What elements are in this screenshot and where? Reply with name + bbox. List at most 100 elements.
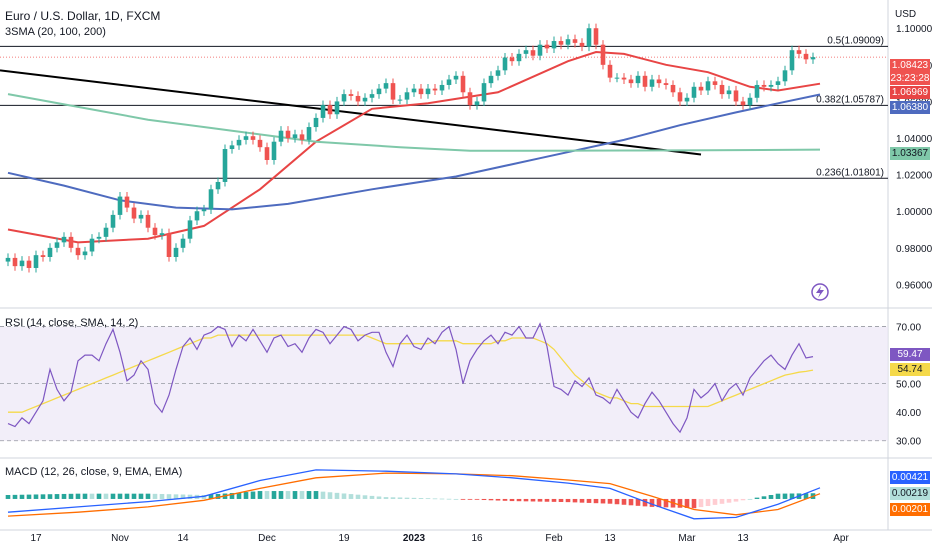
- candle: [173, 247, 179, 257]
- histogram-bar: [306, 491, 312, 499]
- candle: [26, 260, 32, 268]
- candle: [362, 97, 368, 102]
- macd-panel: [5, 469, 821, 520]
- candle: [271, 141, 277, 160]
- histogram-bar: [334, 492, 340, 499]
- candle: [54, 242, 60, 248]
- x-tick-label: 2023: [403, 533, 426, 544]
- x-tick-label: 14: [177, 533, 189, 544]
- histogram-bar: [173, 494, 179, 499]
- candle: [187, 220, 193, 239]
- histogram-bar: [530, 498, 536, 502]
- histogram-bar: [243, 492, 249, 499]
- candle: [138, 214, 144, 219]
- histogram-bar: [432, 498, 438, 500]
- histogram-bar: [544, 498, 550, 502]
- histogram-bar: [257, 491, 263, 499]
- histogram-bar: [460, 498, 466, 500]
- histogram-bar: [453, 498, 459, 500]
- candle: [222, 149, 228, 182]
- histogram-bar: [565, 498, 571, 503]
- histogram-bar: [33, 494, 39, 499]
- trendline: [0, 69, 702, 156]
- candle: [782, 70, 788, 82]
- histogram-bar: [635, 498, 641, 506]
- histogram-bar: [481, 498, 487, 501]
- y-tick-label: 1.10000: [896, 24, 932, 35]
- candle: [166, 233, 172, 257]
- histogram-bar: [614, 498, 620, 505]
- candle: [313, 117, 319, 128]
- candle: [145, 214, 151, 228]
- histogram-bar: [5, 495, 11, 499]
- candle: [5, 257, 11, 262]
- candle: [159, 233, 165, 236]
- countdown-badge: 23:23:28: [890, 72, 930, 85]
- rsi-ma-line: [8, 334, 814, 413]
- histogram-bar: [313, 491, 319, 499]
- x-tick-label: 17: [30, 533, 42, 544]
- histogram-bar: [740, 498, 746, 501]
- candle: [600, 44, 606, 65]
- rsi-line: [7, 322, 814, 434]
- candle: [292, 134, 298, 139]
- histogram-bar: [320, 491, 326, 499]
- candle: [439, 84, 445, 91]
- candle: [82, 251, 88, 256]
- histogram-bar: [103, 493, 109, 499]
- histogram-bar: [236, 492, 242, 499]
- candle: [733, 90, 739, 102]
- histogram-bar: [418, 498, 424, 499]
- histogram-bar: [502, 498, 508, 501]
- x-tick-label: Nov: [111, 533, 129, 544]
- candle: [390, 83, 396, 100]
- moving-averages: [7, 50, 821, 244]
- signal-badge: 0.00201: [890, 503, 930, 516]
- histogram-bar: [145, 493, 151, 499]
- candle: [285, 130, 291, 139]
- macd-badge: 0.00421: [890, 471, 930, 484]
- histogram-bar: [215, 494, 221, 499]
- rsi-panel: [0, 322, 888, 442]
- candle: [803, 53, 809, 60]
- grid: [0, 0, 932, 531]
- candle: [719, 84, 725, 95]
- candle: [607, 64, 613, 78]
- candle: [12, 257, 18, 267]
- histogram-bar: [467, 498, 473, 500]
- histogram-bar: [383, 497, 389, 499]
- y-tick-label: 1.02000: [896, 171, 932, 182]
- histogram-bar: [761, 496, 767, 499]
- candle: [117, 196, 123, 215]
- macd-line: [7, 469, 821, 520]
- candle: [684, 97, 690, 102]
- candle: [656, 79, 662, 84]
- histogram-bar: [19, 494, 25, 499]
- candle: [530, 50, 536, 56]
- candle: [250, 136, 256, 140]
- candle: [516, 53, 522, 62]
- sma100-badge: 1.06380: [890, 101, 930, 114]
- candle: [418, 88, 424, 95]
- histogram-bar: [96, 493, 102, 499]
- candle: [726, 90, 732, 95]
- histogram-bar: [747, 498, 753, 500]
- candle: [355, 95, 361, 102]
- candle: [201, 209, 207, 212]
- candle: [621, 77, 627, 80]
- y-tick-label: 0.98000: [896, 244, 932, 255]
- histogram-bar: [229, 493, 235, 499]
- candle: [747, 97, 753, 106]
- histogram-bar: [180, 494, 186, 499]
- candle: [40, 255, 46, 257]
- candle: [761, 84, 767, 87]
- lightning-icon[interactable]: [811, 283, 829, 301]
- candle: [103, 227, 109, 237]
- candle: [236, 139, 242, 146]
- histogram-bar: [159, 494, 165, 499]
- fib-label: 0.236(1.01801): [816, 167, 884, 178]
- histogram-bar: [376, 496, 382, 499]
- candle: [677, 92, 683, 102]
- histogram-bar: [691, 498, 697, 509]
